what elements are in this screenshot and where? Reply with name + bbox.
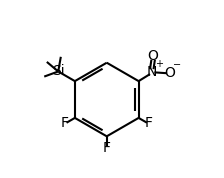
Text: N: N xyxy=(146,65,157,79)
Text: F: F xyxy=(103,141,111,155)
Text: Si: Si xyxy=(52,64,65,78)
Text: F: F xyxy=(60,116,68,130)
Text: −: − xyxy=(173,60,181,70)
Text: F: F xyxy=(145,116,153,130)
Text: O: O xyxy=(148,49,159,63)
Text: O: O xyxy=(165,66,176,80)
Text: +: + xyxy=(155,59,163,69)
